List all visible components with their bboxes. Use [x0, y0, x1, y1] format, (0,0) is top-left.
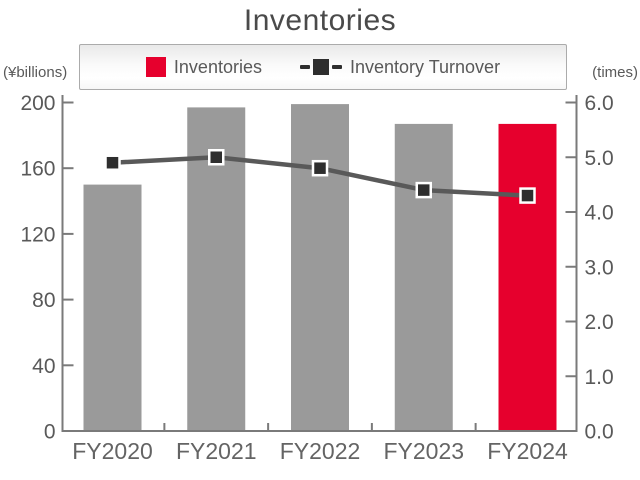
inventories-swatch-icon — [145, 57, 166, 77]
x-category-label: FY2021 — [176, 438, 257, 464]
left-axis-unit-label: (¥billions) — [3, 64, 68, 81]
left-tick-label: 80 — [32, 289, 55, 312]
turnover-marker-FY2022 — [311, 159, 329, 177]
bar-FY2024 — [498, 123, 557, 432]
turnover-line-marker-icon — [299, 59, 342, 75]
right-tick-label: 0.0 — [585, 421, 614, 444]
legend-item-inventories: Inventories — [145, 56, 262, 78]
x-category-label: FY2022 — [280, 438, 361, 464]
turnover-marker-FY2021 — [208, 149, 225, 166]
right-tick-label: 6.0 — [585, 92, 614, 115]
bar-FY2022 — [291, 104, 349, 431]
x-category-label: FY2020 — [72, 438, 153, 464]
legend-label-inventories: Inventories — [173, 56, 262, 77]
legend: Inventories Inventory Turnover — [79, 44, 567, 90]
legend-item-turnover: Inventory Turnover — [299, 56, 501, 78]
right-tick-label: 3.0 — [585, 256, 614, 279]
turnover-marker-FY2024 — [519, 187, 536, 204]
x-category-label: FY2023 — [383, 438, 464, 464]
bar-FY2020 — [83, 184, 142, 431]
right-tick-label: 4.0 — [585, 202, 614, 225]
bar-FY2023 — [394, 123, 453, 432]
left-tick-label: 160 — [20, 158, 55, 181]
turnover-marker-FY2020 — [104, 154, 121, 171]
left-tick-label: 200 — [20, 92, 55, 115]
turnover-marker-FY2023 — [415, 181, 432, 199]
right-tick-label: 2.0 — [585, 311, 614, 334]
right-axis-unit-label: (times) — [592, 64, 638, 81]
left-tick-label: 120 — [20, 223, 55, 246]
left-tick-label: 40 — [32, 355, 55, 378]
legend-label-turnover: Inventory Turnover — [349, 56, 501, 77]
right-tick-label: 5.0 — [585, 147, 614, 170]
left-tick-label: 0 — [44, 421, 56, 444]
right-tick-label: 1.0 — [585, 366, 614, 389]
x-category-label: FY2024 — [487, 438, 568, 464]
chart-title: Inventories — [243, 4, 397, 37]
